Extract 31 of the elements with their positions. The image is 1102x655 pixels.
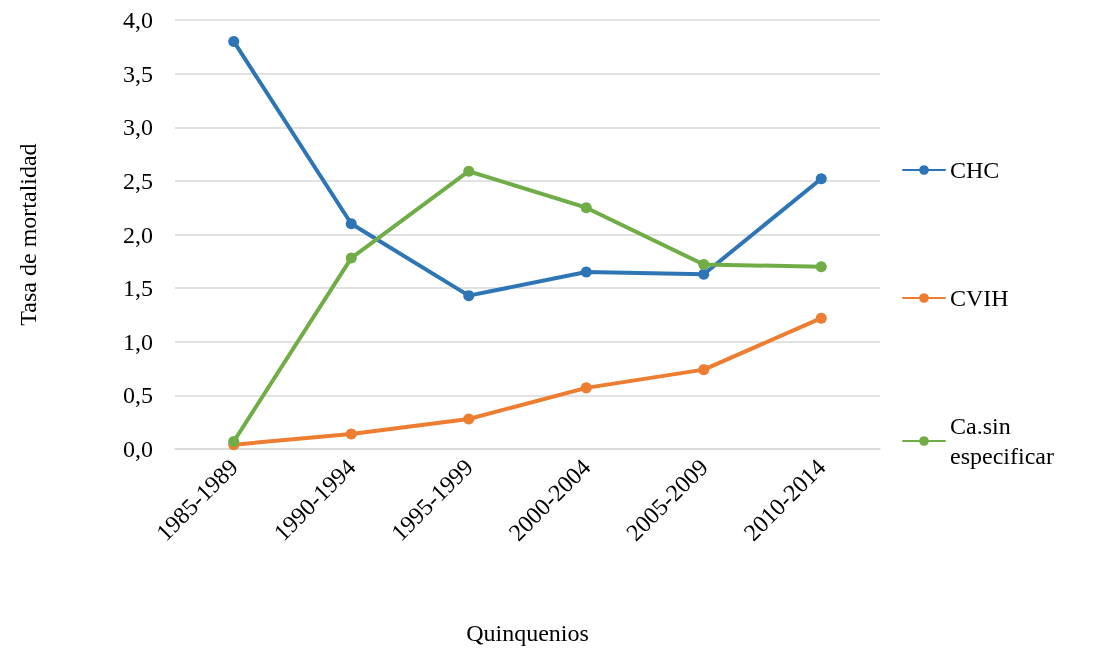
y-tick-label: 2,0: [123, 221, 153, 248]
y-tick-label: 4,0: [123, 7, 153, 33]
point: [580, 382, 592, 394]
point: [345, 252, 357, 264]
y-tick-label: 0,5: [123, 382, 153, 409]
point: [580, 266, 592, 278]
point: [698, 259, 710, 271]
point: [463, 290, 475, 302]
y-tick-label: 1,5: [123, 275, 153, 302]
point: [228, 35, 240, 47]
point: [815, 312, 827, 324]
legend-label: CVIH: [950, 285, 1009, 311]
legend-label: Ca.sin especificar: [950, 413, 1054, 469]
point: [698, 268, 710, 280]
point: [345, 218, 357, 230]
point: [463, 165, 475, 177]
y-tick-label: 3,5: [123, 60, 153, 87]
point: [815, 261, 827, 273]
point: [345, 428, 357, 440]
point: [815, 173, 827, 185]
y-tick-label: 0,0: [123, 436, 153, 462]
point: [228, 436, 240, 447]
y-tick-label: 1,0: [123, 328, 153, 355]
legend-label: CHC: [950, 157, 1000, 183]
x-axis-title: Quinquenios: [466, 620, 589, 646]
y-axis-title: Tasa de mortalidad: [15, 143, 41, 326]
y-tick-label: 3,0: [123, 114, 153, 141]
point: [463, 413, 475, 425]
point: [698, 364, 710, 376]
y-tick-label: 2,5: [123, 167, 153, 194]
point: [580, 202, 592, 214]
